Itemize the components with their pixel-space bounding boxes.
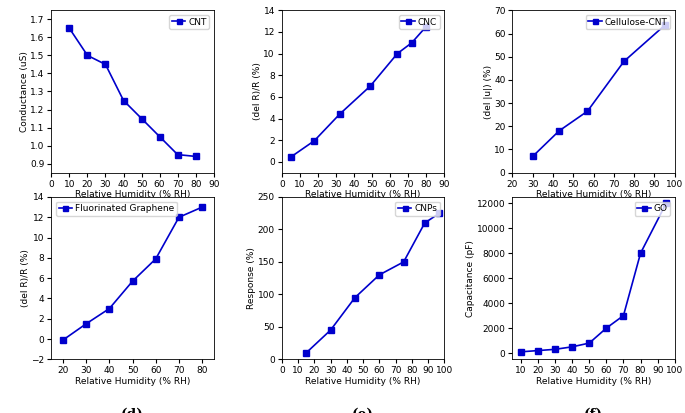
Text: (b): (b): [351, 221, 375, 235]
Legend: CNC: CNC: [399, 15, 440, 29]
X-axis label: Relative Humidity (% RH): Relative Humidity (% RH): [536, 377, 651, 386]
Text: (d): (d): [121, 408, 144, 413]
Text: (e): (e): [352, 408, 374, 413]
Y-axis label: Conductance (uS): Conductance (uS): [20, 51, 29, 132]
Legend: GO: GO: [634, 202, 670, 216]
X-axis label: Relative Humidity (% RH): Relative Humidity (% RH): [306, 377, 421, 386]
Y-axis label: (del |u|) (%): (del |u|) (%): [484, 64, 493, 119]
Y-axis label: (del R)/R (%): (del R)/R (%): [21, 249, 30, 307]
Y-axis label: Response (%): Response (%): [247, 247, 256, 309]
Legend: Cellulose-CNT: Cellulose-CNT: [586, 15, 670, 29]
Y-axis label: Capacitance (pF): Capacitance (pF): [466, 240, 475, 317]
Y-axis label: (del R)/R (%): (del R)/R (%): [253, 62, 262, 121]
Text: (f): (f): [584, 408, 603, 413]
X-axis label: Relative Humidity (% RH): Relative Humidity (% RH): [536, 190, 651, 199]
Text: (c): (c): [583, 221, 604, 235]
X-axis label: Relative Humidity (% RH): Relative Humidity (% RH): [306, 190, 421, 199]
Legend: CNT: CNT: [169, 15, 209, 29]
Text: (a): (a): [121, 221, 144, 235]
X-axis label: Relative Humidity (% RH): Relative Humidity (% RH): [75, 190, 190, 199]
Legend: Fluorinated Graphene: Fluorinated Graphene: [56, 202, 177, 216]
Legend: CNPs: CNPs: [395, 202, 440, 216]
X-axis label: Relative Humidity (% RH): Relative Humidity (% RH): [75, 377, 190, 386]
